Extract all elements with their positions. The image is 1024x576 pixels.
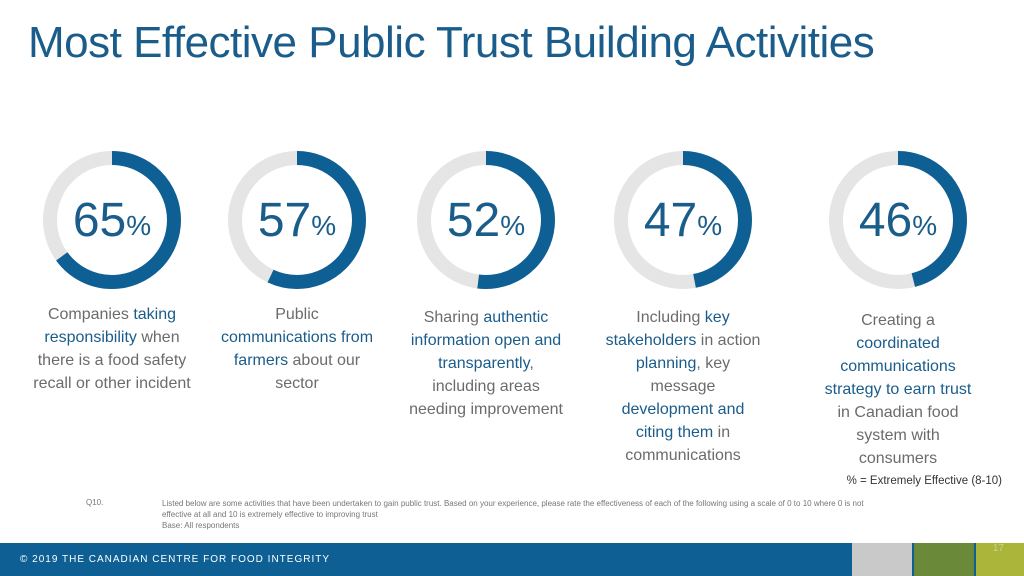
label-highlight: authentic information open and transpare… (410, 309, 562, 372)
donut-label-5: Creating a coordinated communications st… (818, 309, 978, 470)
label-text: Sharing (423, 309, 484, 326)
label-text: in action (696, 332, 761, 349)
donut-value: 47% (610, 147, 756, 293)
label-text: in Canadian food system with consumers (837, 404, 959, 467)
label-highlight: development and citing them (621, 401, 745, 441)
footer-color-block-grey (852, 543, 912, 576)
donut-ring (829, 151, 967, 289)
donut-label-3: Sharing authentic information open and t… (406, 306, 566, 421)
donut-3: 52% (413, 147, 559, 293)
donut-value: 52% (413, 147, 559, 293)
donut-value-unit: % (126, 210, 152, 241)
donut-4: 47% (610, 147, 756, 293)
donut-value: 46% (825, 147, 971, 293)
donut-value-number: 65 (72, 193, 127, 247)
donut-value-arc (614, 151, 752, 289)
label-text: Companies (47, 306, 134, 323)
label-highlight: planning (635, 355, 697, 372)
donut-value-arc (228, 151, 366, 289)
donut-2: 57% (224, 147, 370, 293)
donut-ring (43, 151, 181, 289)
donut-label-1: Companies taking responsibility when the… (32, 303, 192, 395)
footer-color-block-lime: 17 (976, 543, 1024, 576)
donut-label-2: Public communications from farmers about… (217, 303, 377, 395)
donut-label-4: Including key stakeholders in action pla… (603, 306, 763, 467)
donut-ring (228, 151, 366, 289)
donut-value-unit: % (500, 210, 526, 241)
donut-value-arc (417, 151, 555, 289)
footer-color-block-green (914, 543, 974, 576)
label-text: , including areas needing improvement (409, 355, 563, 418)
page-title: Most Effective Public Trust Building Act… (28, 18, 875, 67)
donut-value-number: 52 (446, 193, 501, 247)
question-number: Q10. (86, 498, 104, 507)
donut-value: 57% (224, 147, 370, 293)
label-highlight: taking responsibility (44, 306, 177, 346)
legend-note: % = Extremely Effective (8-10) (846, 475, 1002, 487)
donut-value-unit: % (912, 210, 938, 241)
label-text: about our sector (275, 352, 361, 392)
donut-value: 65% (39, 147, 185, 293)
page-number: 17 (992, 543, 1004, 554)
donut-5: 46% (825, 147, 971, 293)
donut-ring (417, 151, 555, 289)
label-highlight: communications from farmers (220, 329, 374, 369)
donut-value-arc (43, 151, 181, 289)
question-base: Base: All respondents (162, 521, 240, 530)
label-text: Creating a (861, 312, 935, 329)
label-text: Including (636, 309, 705, 326)
donut-value-number: 47 (643, 193, 698, 247)
question-text: Listed below are some activities that ha… (162, 498, 882, 531)
label-highlight: key stakeholders (605, 309, 730, 349)
footer-copyright: © 2019 THE CANADIAN CENTRE FOR FOOD INTE… (20, 554, 330, 565)
label-text: when there is a food safety recall or ot… (33, 329, 191, 392)
donut-ring (614, 151, 752, 289)
label-text: , key message (650, 355, 731, 395)
donut-value-unit: % (311, 210, 337, 241)
donut-value-unit: % (697, 210, 723, 241)
donut-value-number: 57 (257, 193, 312, 247)
donut-value-number: 46 (858, 193, 913, 247)
footer-bar: © 2019 THE CANADIAN CENTRE FOR FOOD INTE… (0, 543, 1024, 576)
label-text: Public (275, 306, 319, 323)
donut-1: 65% (39, 147, 185, 293)
label-text: in communications (625, 424, 741, 464)
label-highlight: coordinated communications strategy to e… (824, 335, 972, 398)
donut-value-arc (829, 151, 967, 289)
question-body: Listed below are some activities that ha… (162, 499, 864, 519)
